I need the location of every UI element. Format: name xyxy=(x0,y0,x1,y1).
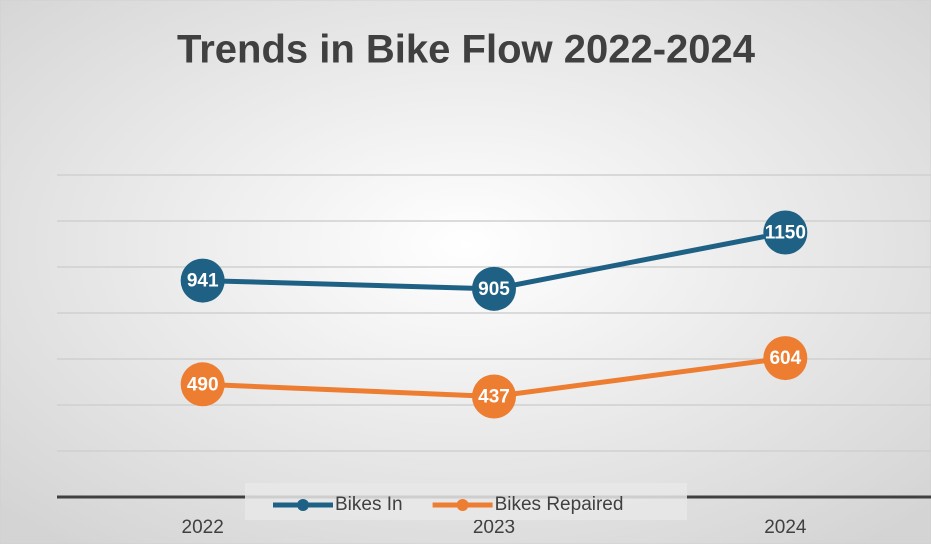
chart-title: Trends in Bike Flow 2022-2024 xyxy=(177,28,756,72)
legend-label: Bikes In xyxy=(335,494,403,515)
data-label: 604 xyxy=(769,348,801,369)
x-tick-label: 2024 xyxy=(764,517,807,538)
data-label: 490 xyxy=(187,374,219,395)
data-point xyxy=(763,336,808,381)
x-tick-label: 2022 xyxy=(182,517,224,538)
data-label: 941 xyxy=(187,271,219,292)
data-point xyxy=(472,374,516,419)
legend-marker xyxy=(297,499,309,511)
legend-marker xyxy=(456,499,469,511)
legend-label: Bikes Repaired xyxy=(495,494,624,515)
data-point xyxy=(180,258,225,303)
data-label: 905 xyxy=(478,279,510,300)
data-point xyxy=(180,362,225,407)
data-label: 1150 xyxy=(765,223,806,244)
data-label: 437 xyxy=(478,387,510,408)
x-tick-label: 2023 xyxy=(473,517,515,538)
data-point xyxy=(763,210,808,255)
data-point xyxy=(472,266,516,311)
